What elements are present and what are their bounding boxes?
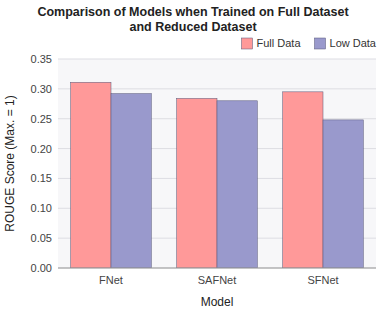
x-tick-label: SFNet bbox=[307, 274, 338, 286]
grid-line bbox=[58, 59, 376, 60]
bar bbox=[283, 92, 323, 268]
bars bbox=[71, 82, 364, 268]
plot-area bbox=[58, 59, 376, 268]
title-line: Comparison of Models when Trained on Ful… bbox=[37, 5, 349, 19]
bar bbox=[177, 98, 217, 268]
x-axis-line bbox=[58, 268, 376, 269]
legend-swatch bbox=[315, 38, 326, 49]
y-axis-label: ROUGE Score (Max. = 1) bbox=[3, 95, 17, 231]
grid-line bbox=[58, 268, 376, 269]
y-tick-label: 0.25 bbox=[31, 113, 52, 125]
legend-item: Low Data bbox=[315, 37, 377, 49]
bar bbox=[111, 94, 151, 268]
y-tick-label: 0.20 bbox=[31, 143, 52, 155]
y-tick-label: 0.10 bbox=[31, 202, 52, 214]
title-line: and Reduced Dataset bbox=[129, 20, 257, 34]
chart: Comparison of Models when Trained on Ful… bbox=[0, 0, 386, 320]
y-tick-label: 0.30 bbox=[31, 83, 52, 95]
y-tick-label: 0.00 bbox=[31, 262, 52, 274]
y-tick-label: 0.35 bbox=[31, 53, 52, 65]
y-tick-label: 0.15 bbox=[31, 172, 52, 184]
bar bbox=[217, 101, 257, 268]
bar bbox=[71, 82, 111, 268]
x-tick-label: FNet bbox=[99, 274, 123, 286]
legend: Full Data Low Data bbox=[241, 37, 376, 49]
x-tick-label: SAFNet bbox=[198, 274, 237, 286]
chart-container: Comparison of Models when Trained on Ful… bbox=[0, 0, 386, 320]
legend-label: Low Data bbox=[330, 37, 377, 49]
x-axis: FNet SAFNet SFNet bbox=[99, 274, 339, 286]
legend-item: Full Data bbox=[241, 37, 301, 49]
legend-label: Full Data bbox=[256, 37, 301, 49]
x-axis-label: Model bbox=[201, 295, 234, 309]
title: Comparison of Models when Trained on Ful… bbox=[37, 5, 349, 34]
y-tick-label: 0.05 bbox=[31, 232, 52, 244]
legend-swatch bbox=[241, 38, 252, 49]
y-axis: 0.00 0.05 0.10 0.15 0.20 0.25 0.30 0.35 bbox=[31, 53, 376, 274]
bar bbox=[323, 120, 363, 268]
